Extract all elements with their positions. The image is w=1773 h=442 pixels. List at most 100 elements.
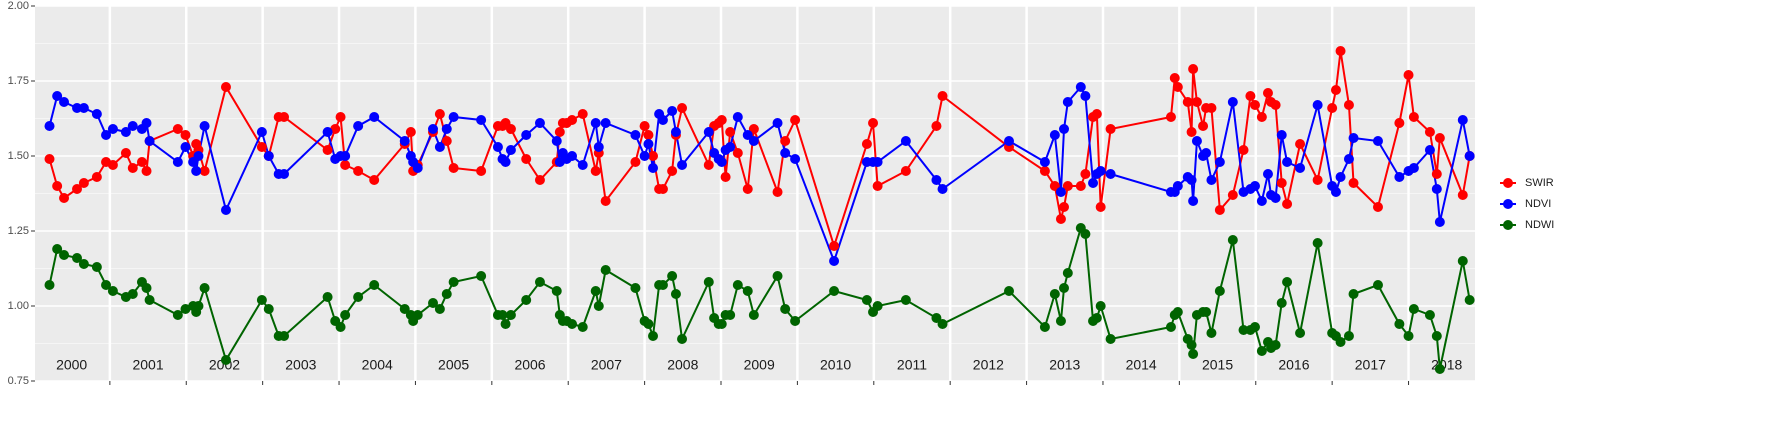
point (1457, 190, 1468, 200)
point (567, 319, 578, 329)
point (322, 145, 333, 155)
year-label: 2007 (591, 357, 622, 373)
point (279, 169, 290, 179)
point (1227, 235, 1238, 245)
point (144, 295, 155, 305)
point (1055, 316, 1066, 326)
point (593, 142, 604, 152)
point (590, 166, 601, 176)
point (1091, 109, 1102, 119)
point (399, 304, 410, 314)
legend-key (1503, 178, 1513, 188)
point (534, 277, 545, 287)
point (1172, 82, 1183, 92)
point (593, 301, 604, 311)
point (790, 154, 801, 164)
point (405, 127, 416, 137)
point (748, 310, 759, 320)
point (1408, 112, 1419, 122)
point (505, 310, 516, 320)
point (639, 121, 650, 131)
point (790, 316, 801, 326)
point (448, 112, 459, 122)
point (340, 160, 351, 170)
point (648, 331, 659, 341)
point (172, 157, 183, 167)
point (59, 97, 70, 107)
point (1105, 124, 1116, 134)
legend-key (1503, 220, 1513, 230)
point (1095, 202, 1106, 212)
point (399, 136, 410, 146)
point (577, 109, 588, 119)
point (577, 322, 588, 332)
point (1282, 277, 1293, 287)
year-label: 2017 (1355, 357, 1386, 373)
point (1372, 202, 1383, 212)
point (1049, 289, 1060, 299)
point (1403, 331, 1414, 341)
point (1295, 139, 1306, 149)
point (1188, 64, 1199, 74)
point (107, 160, 118, 170)
year-label: 2010 (820, 357, 851, 373)
point (1394, 118, 1405, 128)
point (72, 184, 83, 194)
point (1049, 130, 1060, 140)
point (677, 160, 688, 170)
point (1238, 325, 1249, 335)
point (52, 181, 63, 191)
point (534, 118, 545, 128)
point (1343, 100, 1354, 110)
point (1062, 181, 1073, 191)
point (492, 142, 503, 152)
point (1434, 217, 1445, 227)
point (567, 151, 578, 161)
point (772, 187, 783, 197)
point (937, 184, 948, 194)
point (107, 124, 118, 134)
point (78, 178, 89, 188)
point (279, 331, 290, 341)
point (1165, 112, 1176, 122)
point (434, 109, 445, 119)
point (1055, 187, 1066, 197)
point (59, 250, 70, 260)
point (144, 136, 155, 146)
point (1256, 196, 1267, 206)
point (1186, 175, 1197, 185)
year-label: 2005 (438, 357, 469, 373)
point (725, 127, 736, 137)
point (1095, 166, 1106, 176)
point (1169, 73, 1180, 83)
point (748, 124, 759, 134)
point (428, 298, 439, 308)
point (52, 91, 63, 101)
point (1049, 181, 1060, 191)
point (1348, 289, 1359, 299)
point (1249, 181, 1260, 191)
point (1424, 145, 1435, 155)
point (554, 127, 565, 137)
point (44, 154, 55, 164)
point (937, 319, 948, 329)
point (256, 127, 267, 137)
point (648, 151, 659, 161)
point (500, 319, 511, 329)
year-label: 2004 (362, 357, 393, 373)
point (1004, 136, 1015, 146)
point (476, 271, 487, 281)
point (101, 280, 112, 290)
point (1276, 298, 1287, 308)
point (1348, 178, 1359, 188)
point (193, 301, 204, 311)
point (340, 151, 351, 161)
point (567, 115, 578, 125)
point (369, 175, 380, 185)
point (1408, 163, 1419, 173)
point (1424, 127, 1435, 137)
point (220, 205, 231, 215)
point (369, 280, 380, 290)
point (263, 304, 274, 314)
point (1431, 169, 1442, 179)
